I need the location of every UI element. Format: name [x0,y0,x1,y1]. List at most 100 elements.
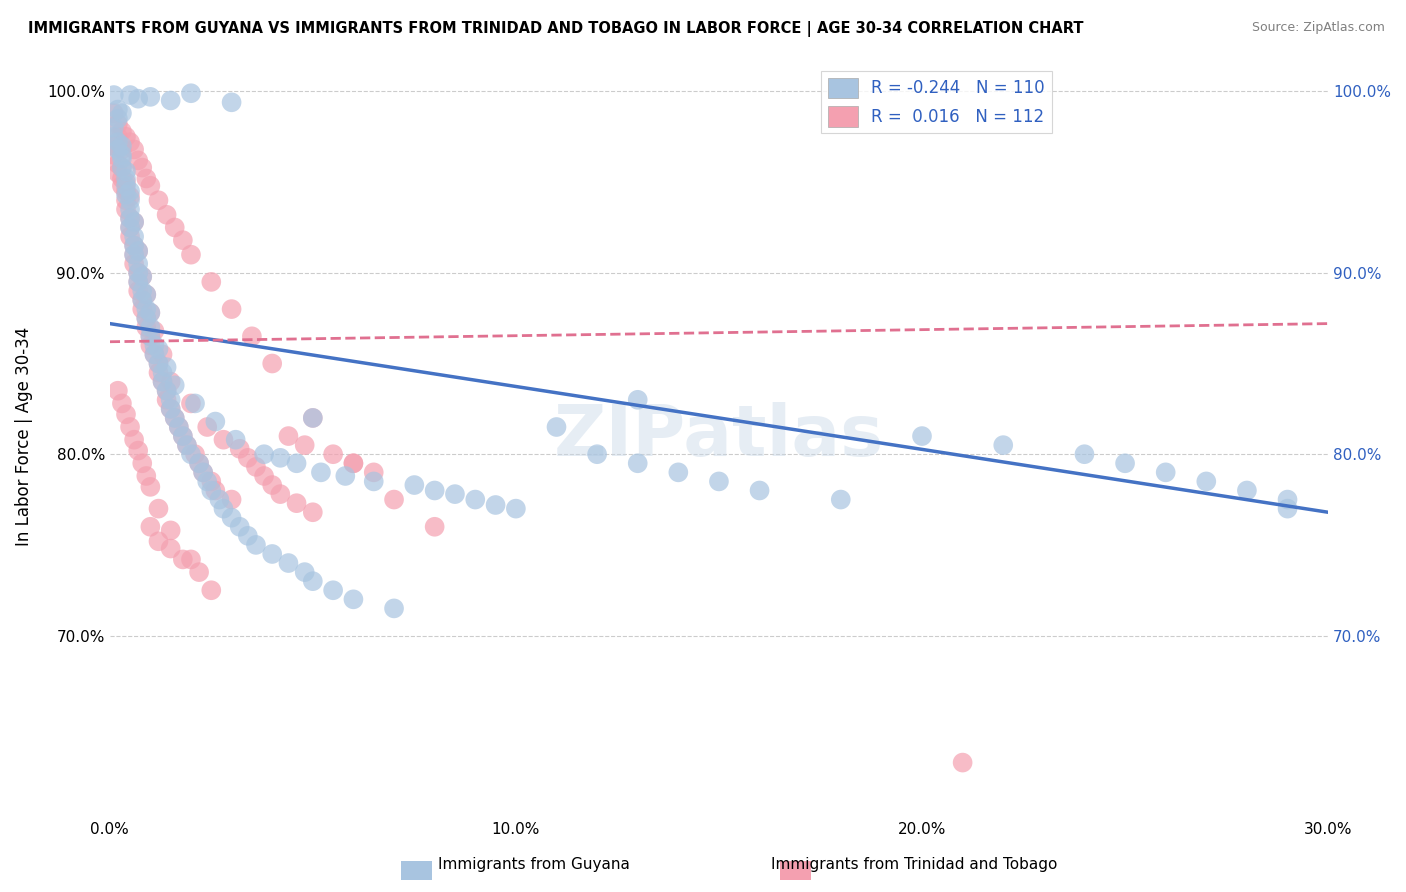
Point [159,94,181,108]
Point [103,106,125,120]
Point [204,483,226,498]
Point [204,415,226,429]
Point [627,392,650,407]
Point [103,120,125,135]
Point [115,407,138,421]
Point [135,311,157,326]
Point [382,492,405,507]
Point [107,117,129,131]
Point [155,392,177,407]
Point [277,429,299,443]
Point [212,501,235,516]
Point [335,469,357,483]
Point [111,106,134,120]
Point [322,583,344,598]
Point [111,396,134,410]
Point [127,257,149,271]
Point [167,420,190,434]
Point [277,556,299,570]
Point [195,420,218,434]
Point [122,215,145,229]
Point [127,266,149,280]
Point [135,469,157,483]
Point [148,357,170,371]
Point [107,129,129,144]
Point [159,392,181,407]
Point [176,438,198,452]
Point [127,284,149,298]
Point [1114,456,1136,470]
Point [139,178,162,193]
Point [107,112,129,126]
Point [707,475,730,489]
Point [172,429,194,443]
Point [1195,475,1218,489]
Point [135,302,157,317]
Y-axis label: In Labor Force | Age 30-34: In Labor Force | Age 30-34 [15,326,32,546]
Point [115,129,138,144]
Point [122,248,145,262]
Point [115,187,138,202]
Point [111,138,134,153]
Point [143,324,166,338]
Point [163,411,186,425]
Point [131,161,153,175]
Point [127,92,149,106]
Point [505,501,527,516]
Point [155,360,177,375]
Point [115,171,138,186]
Point [143,338,166,352]
Point [191,466,214,480]
Point [107,157,129,171]
Point [180,248,202,262]
Point [127,153,149,168]
Point [122,257,145,271]
Point [120,420,142,434]
Point [111,124,134,138]
Point [107,384,129,398]
Text: Immigrants from Guyana: Immigrants from Guyana [439,857,630,872]
Point [131,269,153,284]
Point [363,466,385,480]
Point [269,450,291,465]
Point [127,244,149,258]
Point [172,429,194,443]
Point [131,269,153,284]
Point [221,492,243,507]
Legend: R = -0.244   N = 110, R =  0.016   N = 112: R = -0.244 N = 110, R = 0.016 N = 112 [821,71,1052,134]
Point [120,220,142,235]
Point [139,306,162,320]
Point [115,175,138,189]
Point [122,238,145,252]
Point [139,306,162,320]
Point [748,483,770,498]
Point [245,459,267,474]
Point [148,194,170,208]
Point [236,529,259,543]
Point [143,347,166,361]
Point [120,229,142,244]
Point [111,161,134,175]
Point [159,541,181,556]
Point [911,429,934,443]
Point [188,456,211,470]
Point [301,574,323,589]
Point [120,88,142,103]
Point [546,420,568,434]
Point [221,95,243,110]
Point [122,248,145,262]
Point [245,538,267,552]
Point [135,287,157,301]
Point [122,433,145,447]
Point [127,275,149,289]
Point [180,552,202,566]
Point [135,311,157,326]
Point [240,329,263,343]
Point [586,447,609,461]
Point [221,510,243,524]
Point [139,90,162,104]
Point [120,184,142,198]
Point [342,592,364,607]
Point [952,756,974,770]
Point [382,601,405,615]
